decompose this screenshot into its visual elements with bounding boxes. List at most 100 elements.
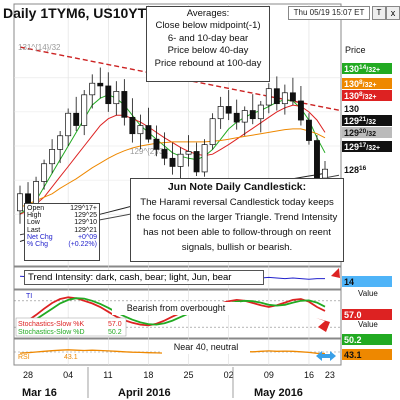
stoch-down-arrow-icon	[316, 318, 330, 332]
candle-down	[169, 157, 176, 167]
price-axis: Price 13014/32+ 1308/32+ 1308/32+ 130 12921/3…	[342, 45, 392, 360]
stoch-d-legend: Stochastics-Slow %D	[18, 329, 85, 336]
value-label: Value	[358, 320, 378, 329]
candle-down	[193, 151, 200, 173]
candle-up	[241, 110, 248, 123]
datetime-readout: Thu 05/19 15:07 ET	[288, 6, 370, 20]
candle-down	[289, 92, 296, 102]
candle-up	[201, 144, 208, 173]
note-line: The Harami reversal Candlestick today ke…	[140, 197, 334, 208]
candle-down	[145, 125, 152, 140]
candle-down	[314, 140, 320, 180]
stoch-k-value: 57.0	[344, 310, 362, 320]
candle-down	[305, 119, 312, 141]
price-tag	[342, 115, 392, 126]
chart-level-label: 129^{2}/32	[130, 147, 169, 156]
rsi-tag	[342, 349, 392, 360]
ma-line-40-day	[19, 128, 326, 208]
candlestick-note: Jun Note Daily Candlestick: The Harami r…	[130, 178, 344, 262]
averages-line: Averages:	[186, 8, 230, 19]
x-tick-label: 11	[103, 370, 112, 380]
note-line: signals, bullish or bearish.	[181, 242, 293, 253]
x-tick-label: 18	[143, 370, 153, 380]
x-month-label: April 2016	[118, 387, 171, 399]
candle-up	[41, 163, 48, 182]
candle-up	[177, 153, 184, 167]
stoch-legend-box	[15, 317, 127, 337]
x-tick-label: 02	[224, 370, 234, 380]
price-label: 1308/32+	[344, 91, 376, 101]
t-button[interactable]: T	[372, 6, 386, 20]
chart-level-label: 131^{14}/32	[18, 43, 61, 52]
stoch-d-tag	[342, 334, 392, 345]
stoch-d-line	[19, 297, 326, 328]
candle-up	[209, 118, 216, 145]
candle-up	[17, 193, 23, 212]
candle-down	[225, 106, 232, 114]
note-line: the focus on the larger Triangle. Trend …	[136, 212, 338, 223]
ti-legend: TI	[26, 293, 32, 300]
candle-down	[297, 100, 304, 121]
ohlc-label: % Chg	[27, 241, 49, 249]
averages-line: Price below 40-day	[167, 45, 249, 57]
candle-up	[217, 106, 224, 120]
candle-up	[265, 88, 272, 106]
candle-down	[105, 85, 112, 105]
price-label: 12816	[344, 165, 367, 175]
price-tag	[342, 78, 392, 89]
ohlc-value: (+0.22%)	[68, 241, 97, 249]
x-month-label: May 2016	[254, 387, 303, 399]
candle-down	[273, 88, 280, 105]
candle-up	[137, 125, 144, 135]
candle-up	[281, 92, 288, 105]
x-axis: 28 04 11 18 25 02 09 16 23 Mar 16 April 2016 May 20…	[22, 367, 335, 399]
candle-up	[113, 91, 120, 105]
price-label: 130	[344, 104, 359, 114]
candle-up	[257, 104, 264, 120]
averages-line: 6- and 10-day bear	[167, 32, 249, 44]
candle-up	[81, 94, 88, 126]
ti-value-tag	[342, 276, 392, 287]
ohlc-row: Open 129^17+	[27, 205, 97, 212]
ohlc-value: +0^09	[77, 233, 97, 241]
candle-down	[129, 116, 136, 135]
price-label: 12921/32	[344, 116, 376, 126]
ohlc-row: Low 129^10	[27, 219, 97, 226]
price-label: 12920/32	[344, 128, 376, 138]
x-tick-label: 23	[325, 370, 335, 380]
price-tag	[342, 127, 392, 138]
x-tick-label: 09	[264, 370, 274, 380]
rsi-annotation: Near 40, neutral	[162, 341, 250, 354]
rsi-legend: RSI	[18, 354, 30, 361]
candle-down	[97, 82, 104, 87]
price-tag	[342, 90, 392, 101]
price-label: 1308/32+	[344, 79, 376, 89]
stoch-k-tag	[342, 309, 392, 320]
signal-arrows	[316, 268, 340, 361]
rsi-legend-value: 43.1	[64, 354, 78, 361]
price-tag	[342, 63, 392, 74]
trend-intensity-annotation: Trend Intensity: dark, cash, bear; light…	[24, 270, 264, 285]
ohlc-value: 129^17+	[70, 205, 97, 212]
averages-line: Price rebound at 100-day	[154, 57, 262, 69]
close-button[interactable]: x	[386, 6, 400, 20]
stoch-k-legend: Stochastics-Slow %K	[18, 321, 84, 328]
ohlc-row: Last 129^21	[27, 227, 97, 234]
value-label: Value	[358, 289, 378, 298]
averages-line: Close below midpoint(-1)	[155, 20, 261, 32]
stochastics-annotation: Bearish from overbought	[112, 302, 240, 315]
candle-up	[57, 135, 64, 150]
candle-up	[89, 82, 96, 96]
ohlc-row: Net Chg +0^09	[27, 234, 97, 241]
ohlc-label: Open	[27, 205, 45, 212]
candle-down	[249, 110, 256, 120]
averages-annotation: Averages: Close below midpoint(-1) 6- an…	[146, 6, 270, 82]
x-tick-label: 28	[23, 370, 33, 380]
candle-up	[49, 149, 56, 165]
ohlc-label: Net Chg	[27, 233, 53, 241]
note-heading: Jun Note Daily Candlestick:	[167, 181, 307, 193]
panel-legends: TI Stochastics-Slow %K 57.0 Stochastics-Slo…	[15, 293, 127, 361]
x-month-label: Mar 16	[22, 387, 57, 399]
rsi-value: 43.1	[344, 350, 362, 360]
price-label: 12917/32+	[344, 142, 380, 152]
